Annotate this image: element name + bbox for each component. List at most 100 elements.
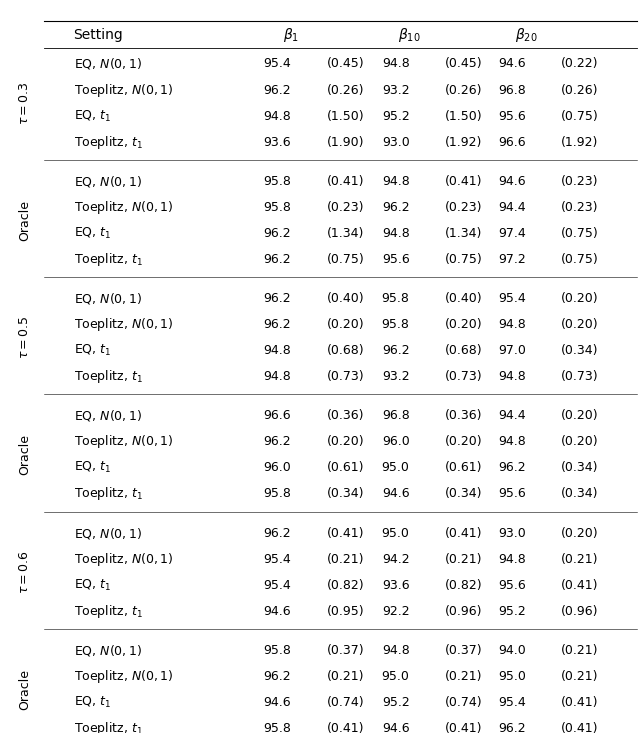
Text: (0.34): (0.34) bbox=[326, 487, 364, 501]
Text: (0.20): (0.20) bbox=[561, 435, 598, 449]
Text: (0.21): (0.21) bbox=[561, 644, 598, 657]
Text: 96.0: 96.0 bbox=[264, 461, 291, 474]
Text: (0.41): (0.41) bbox=[445, 526, 483, 539]
Text: (0.75): (0.75) bbox=[561, 109, 598, 122]
Text: (0.20): (0.20) bbox=[445, 435, 483, 449]
Text: 95.8: 95.8 bbox=[263, 487, 291, 501]
Text: (0.75): (0.75) bbox=[445, 253, 483, 266]
Text: 94.6: 94.6 bbox=[264, 605, 291, 618]
Text: 95.0: 95.0 bbox=[498, 670, 526, 683]
Text: (0.26): (0.26) bbox=[326, 84, 364, 97]
Text: 94.4: 94.4 bbox=[499, 201, 526, 214]
Text: 95.2: 95.2 bbox=[499, 605, 526, 618]
Text: (1.34): (1.34) bbox=[326, 226, 364, 240]
Text: $\tau = 0.5$: $\tau = 0.5$ bbox=[18, 316, 31, 359]
Text: 95.8: 95.8 bbox=[381, 318, 410, 331]
Text: (1.50): (1.50) bbox=[326, 109, 364, 122]
Text: (1.50): (1.50) bbox=[445, 109, 483, 122]
Text: 95.0: 95.0 bbox=[381, 670, 410, 683]
Text: EQ, $t_1$: EQ, $t_1$ bbox=[74, 695, 111, 710]
Text: (0.20): (0.20) bbox=[561, 292, 598, 305]
Text: (1.34): (1.34) bbox=[445, 226, 482, 240]
Text: (0.22): (0.22) bbox=[561, 57, 598, 70]
Text: 97.4: 97.4 bbox=[499, 226, 526, 240]
Text: (0.23): (0.23) bbox=[326, 201, 364, 214]
Text: 96.2: 96.2 bbox=[264, 318, 291, 331]
Text: Setting: Setting bbox=[74, 28, 124, 42]
Text: (0.21): (0.21) bbox=[445, 670, 483, 683]
Text: (0.21): (0.21) bbox=[445, 553, 483, 566]
Text: 96.2: 96.2 bbox=[264, 670, 291, 683]
Text: 95.4: 95.4 bbox=[264, 57, 291, 70]
Text: Toeplitz, $t_1$: Toeplitz, $t_1$ bbox=[74, 251, 143, 268]
Text: (0.68): (0.68) bbox=[326, 344, 364, 357]
Text: (0.61): (0.61) bbox=[445, 461, 483, 474]
Text: (0.20): (0.20) bbox=[561, 318, 598, 331]
Text: EQ, $t_1$: EQ, $t_1$ bbox=[74, 108, 111, 124]
Text: 94.6: 94.6 bbox=[382, 722, 410, 733]
Text: (0.20): (0.20) bbox=[445, 318, 483, 331]
Text: $\tau = 0.6$: $\tau = 0.6$ bbox=[18, 550, 31, 594]
Text: 94.8: 94.8 bbox=[499, 435, 526, 449]
Text: 94.8: 94.8 bbox=[382, 644, 410, 657]
Text: 96.2: 96.2 bbox=[499, 461, 526, 474]
Text: Toeplitz, $N(0,1)$: Toeplitz, $N(0,1)$ bbox=[74, 316, 173, 333]
Text: Toeplitz, $t_1$: Toeplitz, $t_1$ bbox=[74, 133, 143, 150]
Text: 95.0: 95.0 bbox=[381, 526, 410, 539]
Text: 96.2: 96.2 bbox=[264, 526, 291, 539]
Text: $\beta_{10}$: $\beta_{10}$ bbox=[398, 26, 421, 44]
Text: (0.40): (0.40) bbox=[445, 292, 483, 305]
Text: (0.21): (0.21) bbox=[326, 670, 364, 683]
Text: Toeplitz, $N(0,1)$: Toeplitz, $N(0,1)$ bbox=[74, 433, 173, 450]
Text: (1.92): (1.92) bbox=[445, 136, 482, 149]
Text: 96.2: 96.2 bbox=[264, 226, 291, 240]
Text: Toeplitz, $t_1$: Toeplitz, $t_1$ bbox=[74, 368, 143, 385]
Text: (0.20): (0.20) bbox=[561, 526, 598, 539]
Text: (0.96): (0.96) bbox=[445, 605, 483, 618]
Text: 93.6: 93.6 bbox=[382, 578, 410, 592]
Text: Toeplitz, $N(0,1)$: Toeplitz, $N(0,1)$ bbox=[74, 668, 173, 685]
Text: EQ, $N(0,1)$: EQ, $N(0,1)$ bbox=[74, 291, 141, 306]
Text: Toeplitz, $t_1$: Toeplitz, $t_1$ bbox=[74, 603, 143, 619]
Text: 96.2: 96.2 bbox=[264, 84, 291, 97]
Text: 94.8: 94.8 bbox=[264, 344, 291, 357]
Text: 95.6: 95.6 bbox=[499, 487, 526, 501]
Text: Oracle: Oracle bbox=[18, 435, 31, 476]
Text: 96.2: 96.2 bbox=[382, 344, 410, 357]
Text: 95.6: 95.6 bbox=[499, 578, 526, 592]
Text: 94.6: 94.6 bbox=[499, 174, 526, 188]
Text: (0.96): (0.96) bbox=[561, 605, 598, 618]
Text: (0.23): (0.23) bbox=[445, 201, 483, 214]
Text: 92.2: 92.2 bbox=[382, 605, 410, 618]
Text: (0.41): (0.41) bbox=[326, 174, 364, 188]
Text: EQ, $N(0,1)$: EQ, $N(0,1)$ bbox=[74, 174, 141, 189]
Text: 93.0: 93.0 bbox=[382, 136, 410, 149]
Text: 95.4: 95.4 bbox=[499, 696, 526, 709]
Text: $\beta_1$: $\beta_1$ bbox=[283, 26, 300, 44]
Text: (0.20): (0.20) bbox=[561, 409, 598, 422]
Text: $\tau = 0.3$: $\tau = 0.3$ bbox=[18, 81, 31, 125]
Text: (0.82): (0.82) bbox=[445, 578, 483, 592]
Text: 94.8: 94.8 bbox=[264, 370, 291, 383]
Text: (0.75): (0.75) bbox=[561, 253, 598, 266]
Text: (0.45): (0.45) bbox=[445, 57, 483, 70]
Text: (0.23): (0.23) bbox=[561, 201, 598, 214]
Text: (0.36): (0.36) bbox=[445, 409, 483, 422]
Text: Oracle: Oracle bbox=[18, 200, 31, 241]
Text: (0.36): (0.36) bbox=[326, 409, 364, 422]
Text: 95.4: 95.4 bbox=[499, 292, 526, 305]
Text: (0.75): (0.75) bbox=[326, 253, 364, 266]
Text: Toeplitz, $N(0,1)$: Toeplitz, $N(0,1)$ bbox=[74, 550, 173, 567]
Text: EQ, $N(0,1)$: EQ, $N(0,1)$ bbox=[74, 408, 141, 424]
Text: (0.34): (0.34) bbox=[561, 344, 598, 357]
Text: (0.21): (0.21) bbox=[561, 670, 598, 683]
Text: 93.2: 93.2 bbox=[382, 84, 410, 97]
Text: 96.0: 96.0 bbox=[382, 435, 410, 449]
Text: 97.0: 97.0 bbox=[498, 344, 526, 357]
Text: Toeplitz, $t_1$: Toeplitz, $t_1$ bbox=[74, 485, 143, 502]
Text: 95.4: 95.4 bbox=[264, 553, 291, 566]
Text: (0.26): (0.26) bbox=[445, 84, 483, 97]
Text: 96.6: 96.6 bbox=[264, 409, 291, 422]
Text: EQ, $t_1$: EQ, $t_1$ bbox=[74, 460, 111, 476]
Text: $\beta_{20}$: $\beta_{20}$ bbox=[515, 26, 538, 44]
